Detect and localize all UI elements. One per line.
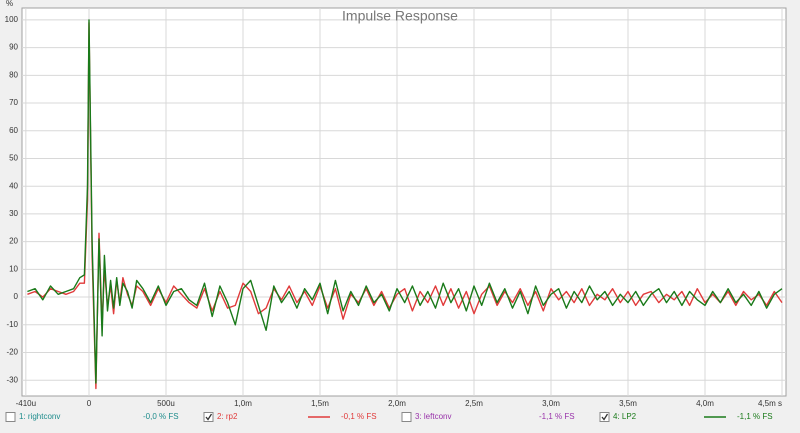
- series-line: [27, 22, 783, 390]
- y-tick-label: 70: [9, 98, 18, 107]
- y-tick-label: -20: [6, 348, 18, 357]
- x-tick-label: 1,0m: [234, 399, 252, 408]
- y-tick-label: 90: [9, 43, 18, 52]
- y-tick-label: 50: [9, 154, 18, 163]
- y-unit: %: [6, 0, 13, 8]
- x-tick-label: 0: [87, 399, 92, 408]
- plot-area: [21, 7, 787, 397]
- x-tick-label: 2,5m: [465, 399, 483, 408]
- x-tick-label: 500u: [157, 399, 175, 408]
- y-tick-label: 0: [14, 292, 19, 301]
- legend-checkbox[interactable]: [401, 412, 412, 422]
- y-tick-label: -10: [6, 320, 18, 329]
- x-tick-label: 4,0m: [696, 399, 714, 408]
- legend-readout: -1,1 % FS: [539, 412, 575, 421]
- y-tick-label: 10: [9, 264, 18, 273]
- legend-checkbox[interactable]: [599, 412, 610, 422]
- legend-check: [205, 413, 213, 421]
- y-tick-label: 100: [5, 15, 19, 24]
- x-tick-label: -410u: [16, 399, 36, 408]
- x-tick-label: 1,5m: [311, 399, 329, 408]
- chart-title: Impulse Response: [342, 8, 458, 24]
- legend-label: 3: leftconv: [415, 412, 451, 421]
- legend-label: 4: LP2: [613, 412, 637, 421]
- y-tick-label: 60: [9, 126, 18, 135]
- x-tick-label: 3,0m: [542, 399, 560, 408]
- legend-check: [601, 413, 609, 421]
- x-tick-label: 2,0m: [388, 399, 406, 408]
- legend-readout: -0,0 % FS: [143, 412, 179, 421]
- legend-label: 1: rightconv: [19, 412, 60, 421]
- y-tick-label: 30: [9, 209, 18, 218]
- x-tick-label: 3,5m: [619, 399, 637, 408]
- legend-checkbox[interactable]: [5, 412, 16, 422]
- y-tick-label: 40: [9, 181, 18, 190]
- legend-label: 2: rp2: [217, 412, 238, 421]
- y-tick-label: 20: [9, 237, 18, 246]
- legend-checkbox[interactable]: [203, 412, 214, 422]
- x-tick-label: 4,5m s: [758, 399, 782, 408]
- y-tick-label: -30: [6, 375, 18, 384]
- legend-readout: -1,1 % FS: [737, 412, 773, 421]
- series-line: [27, 19, 783, 384]
- legend-readout: -0,1 % FS: [341, 412, 377, 421]
- y-tick-label: 80: [9, 70, 18, 79]
